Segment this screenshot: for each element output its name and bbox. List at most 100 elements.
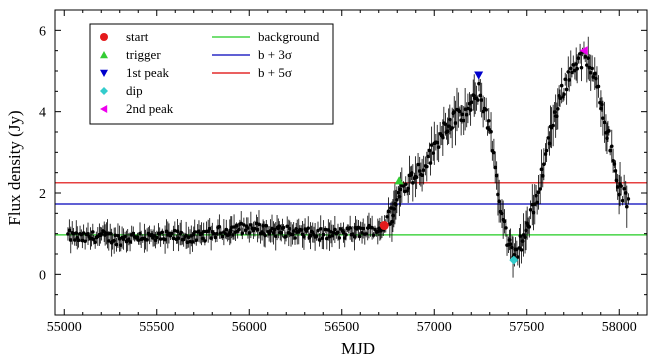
data-point-357 — [527, 216, 532, 238]
data-point-273 — [420, 158, 424, 192]
data-point-4 — [71, 227, 76, 239]
data-point-205 — [333, 216, 337, 243]
data-point-33 — [108, 223, 113, 244]
data-point-431 — [622, 174, 626, 203]
legend-marker-4 — [100, 105, 108, 113]
data-point-385 — [563, 72, 568, 86]
data-point-39 — [116, 223, 120, 248]
data-point-38 — [114, 237, 119, 252]
data-point-72 — [160, 228, 165, 236]
data-point-98 — [194, 234, 199, 246]
legend-label-4: 2nd peak — [126, 101, 174, 116]
data-point-285 — [436, 132, 441, 163]
data-point-233 — [371, 231, 376, 239]
data-point-66 — [152, 225, 157, 247]
data-point-185 — [306, 216, 311, 241]
data-point-420 — [608, 145, 612, 156]
legend-marker-0 — [100, 33, 108, 41]
data-point-396 — [578, 43, 582, 64]
data-point-12 — [81, 224, 86, 242]
data-point-358 — [528, 200, 533, 220]
data-point-175 — [293, 231, 297, 245]
legend-line-label-1: b + 3σ — [258, 47, 292, 62]
data-point-151 — [263, 223, 267, 248]
data-point-386 — [564, 74, 569, 105]
data-point-336 — [502, 209, 507, 234]
data-point-105 — [203, 236, 207, 246]
legend-label-0: start — [126, 29, 149, 44]
y-tick-label-2: 4 — [39, 106, 46, 121]
data-point-131 — [237, 225, 241, 234]
x-tick-label-4: 57000 — [417, 320, 452, 335]
data-point-318 — [478, 79, 483, 112]
data-point-2 — [68, 226, 73, 254]
data-point-102 — [199, 222, 204, 246]
x-tick-label-1: 55500 — [139, 320, 174, 335]
data-point-370 — [544, 139, 549, 163]
event-marker-4 — [579, 46, 588, 56]
data-point-213 — [344, 229, 348, 241]
x-tick-label-2: 56000 — [232, 320, 267, 335]
data-point-203 — [330, 224, 334, 248]
data-point-384 — [562, 87, 566, 101]
plot-area — [55, 36, 647, 278]
event-marker-1 — [394, 176, 404, 185]
data-point-154 — [267, 226, 271, 242]
data-point-256 — [398, 172, 403, 207]
data-point-326 — [489, 112, 493, 152]
data-point-13 — [83, 233, 87, 250]
data-point-180 — [299, 225, 304, 235]
data-point-430 — [620, 196, 625, 206]
data-point-198 — [323, 226, 327, 233]
data-point-329 — [493, 151, 497, 184]
data-point-19 — [91, 223, 95, 241]
y-tick-label-3: 6 — [39, 24, 46, 39]
data-point-43 — [121, 228, 126, 250]
data-point-284 — [435, 124, 440, 161]
legend-box — [89, 23, 334, 125]
data-point-86 — [179, 219, 184, 246]
data-point-246 — [388, 210, 392, 238]
event-marker-0 — [379, 221, 389, 231]
data-point-218 — [351, 225, 355, 243]
data-point-390 — [570, 67, 574, 78]
data-point-328 — [492, 138, 496, 167]
data-point-388 — [567, 68, 571, 92]
data-point-74 — [163, 225, 167, 254]
x-tick-label-5: 57500 — [509, 320, 544, 335]
data-point-337 — [504, 219, 508, 237]
plot-clip-group — [55, 36, 647, 278]
plot-frame — [54, 9, 648, 316]
event-marker-3 — [509, 255, 519, 265]
data-point-305 — [461, 106, 466, 135]
data-point-223 — [357, 232, 362, 241]
data-point-37 — [113, 227, 118, 244]
data-point-429 — [619, 176, 623, 196]
data-point-5 — [72, 234, 77, 246]
data-point-419 — [607, 126, 611, 136]
data-point-152 — [264, 219, 269, 232]
data-point-228 — [364, 230, 368, 238]
data-point-332 — [497, 179, 501, 223]
data-points — [66, 36, 631, 278]
data-point-216 — [348, 215, 352, 240]
legend: start trigger 1st peak dip 2nd peak backgroun… — [89, 23, 334, 125]
data-point-199 — [325, 227, 329, 250]
legend-line-label-0: background — [258, 29, 320, 44]
data-point-403 — [587, 54, 592, 82]
data-point-433 — [625, 185, 629, 228]
legend-label-1: trigger — [126, 47, 161, 62]
event-marker-2 — [474, 71, 484, 80]
data-point-133 — [239, 211, 244, 236]
data-point-414 — [601, 100, 605, 136]
data-point-193 — [316, 221, 320, 240]
data-point-139 — [247, 223, 252, 243]
data-point-421 — [609, 129, 614, 163]
data-point-270 — [416, 153, 420, 176]
data-point-260 — [403, 176, 408, 193]
data-point-192 — [314, 231, 319, 241]
data-point-316 — [476, 95, 480, 105]
data-point-366 — [539, 149, 544, 190]
data-point-311 — [469, 94, 474, 111]
data-point-244 — [385, 211, 389, 222]
